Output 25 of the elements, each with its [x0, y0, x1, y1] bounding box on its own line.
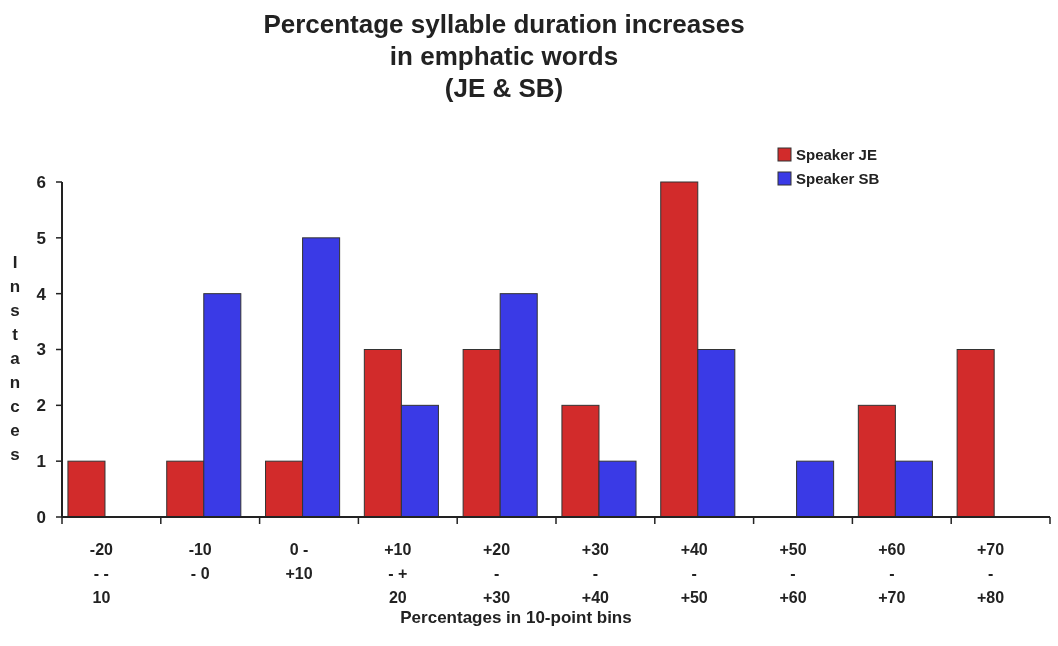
x-tick-label: +70 - +80	[977, 541, 1005, 606]
y-tick-label: 3	[36, 340, 46, 360]
y-tick-label: 0	[36, 507, 46, 527]
x-tick-label: -20 - - 10	[89, 541, 114, 606]
x-tick-label: 0 - +10	[285, 541, 313, 582]
legend-label: Speaker SB	[796, 170, 880, 188]
y-tick-label: 6	[36, 172, 46, 192]
y-tick-label: 4	[36, 284, 47, 304]
x-tick-label: +50 - +60	[779, 541, 807, 606]
x-tick-label: +20 - +30	[483, 541, 511, 606]
y-tick-label: 5	[36, 228, 46, 248]
x-tick-label: +40 - +50	[680, 541, 708, 606]
legend-label: Speaker JE	[796, 146, 877, 164]
x-tick-label: -10 - 0	[188, 541, 212, 582]
text: Instances	[9, 253, 21, 464]
x-tick-label: +60 - +70	[878, 541, 906, 606]
bar	[796, 460, 835, 518]
x-axis-title: Percentages in 10-point bins	[400, 608, 632, 627]
y-tick-label: 2	[36, 396, 46, 416]
chart-title: Percentage syllable duration increases in emphatic words (JE & SB)	[263, 9, 745, 103]
bar	[67, 460, 106, 518]
y-tick-label: 1	[36, 452, 46, 472]
x-tick-label: +10 - + 20	[384, 541, 412, 606]
bar	[956, 349, 995, 518]
x-tick-label: +30 - +40	[581, 541, 610, 606]
